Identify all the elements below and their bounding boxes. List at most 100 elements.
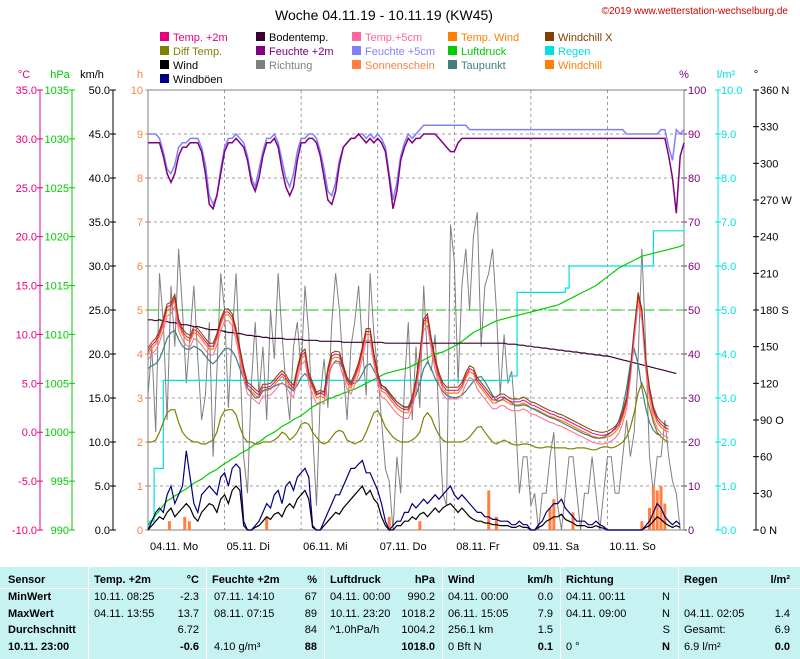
press-time: 10.11. 23:20 (330, 607, 391, 620)
tick-label-direction: 180 S (760, 305, 789, 317)
wind-time: 06.11. 15:05 (448, 607, 509, 620)
unit-label-wind: km/h (80, 69, 104, 81)
tick-label-pressure: 995 (51, 476, 69, 488)
header-press-unit: hPa (414, 574, 435, 586)
x-tick-label: 08.11. Fr (456, 541, 500, 553)
dir-time: 0 ° (566, 640, 580, 653)
tick-label-rain: 8.0 (721, 173, 736, 185)
tick-label-wind: 20.0 (89, 349, 110, 361)
tick-label-wind: 50.0 (89, 85, 110, 97)
header-dir: Richtung (566, 574, 614, 586)
dir-value: N (662, 607, 670, 620)
series-line-feuchte-2m (148, 132, 685, 214)
series-line-feuchte-5cm (148, 124, 685, 207)
sunshine-bar (418, 521, 422, 530)
press-value: 1018.2 (401, 607, 435, 620)
x-tick-label: 07.11. Do (380, 541, 427, 553)
rain-value: 6.9 (774, 624, 790, 636)
tick-label-pressure: 1000 (45, 427, 69, 439)
wind-time: 0 Bft N (448, 640, 482, 653)
tick-label-direction: 330 (760, 122, 778, 134)
legend-label: Temp. Wind (461, 32, 519, 44)
column-divider (678, 567, 679, 659)
tick-label-pressure: 1015 (45, 281, 69, 293)
tick-label-wind: 15.0 (89, 393, 110, 405)
tick-label-temp: 0.0 (22, 427, 37, 439)
dir-time: 04.11. 00:11 (566, 591, 626, 603)
press-time: 04.11. 00:00 (330, 591, 391, 603)
legend-swatch (160, 46, 169, 55)
unit-label-temp: °C (18, 69, 30, 81)
tick-label-sun: 2 (137, 437, 143, 449)
legend-label: Feuchte +5cm (365, 46, 435, 58)
tick-label-direction: 30 (760, 488, 772, 500)
wind-value: 7.9 (537, 607, 553, 620)
tick-label-direction: 270 W (760, 195, 792, 207)
legend-label: Temp.+5cm (365, 32, 422, 44)
legend-swatch (448, 32, 457, 41)
sunshine-bar (640, 521, 644, 530)
hum-value: 67 (304, 591, 317, 603)
tick-label-direction: 120 (760, 378, 778, 390)
row-label: Durchschnitt (8, 624, 76, 636)
tick-label-wind: 35.0 (89, 217, 110, 229)
column-divider (324, 567, 325, 659)
tick-label-sun: 9 (137, 129, 143, 141)
tick-label-humidity: 30 (688, 393, 700, 405)
tick-label-humidity: 100 (688, 85, 706, 97)
row-label: MaxWert (8, 607, 54, 620)
unit-label-rain: l/m² (717, 69, 736, 81)
tick-label-humidity: 0 (688, 525, 694, 537)
tick-label-pressure: 990 (51, 525, 69, 537)
tick-label-direction: 150 (760, 342, 778, 354)
header-hum-unit: % (307, 574, 317, 586)
sunshine-bar (648, 508, 652, 530)
hum-time: 08.11. 07:15 (214, 607, 275, 620)
press-value: 990.2 (407, 591, 435, 603)
tick-label-sun: 7 (137, 217, 143, 229)
hum-value: 88 (304, 640, 317, 653)
sunshine-bar (571, 512, 575, 530)
x-tick-label: 04.11. Mo (150, 541, 198, 553)
sunshine-bar (265, 516, 269, 530)
wind-value: 0.0 (537, 591, 553, 603)
header-divider (0, 588, 800, 589)
tick-label-rain: 5.0 (721, 305, 736, 317)
tick-label-direction: 0 N (760, 525, 777, 537)
sunshine-bar (655, 490, 659, 530)
tick-label-rain: 4.0 (721, 349, 736, 361)
hum-value: 89 (304, 607, 317, 620)
series-line-wind (147, 484, 681, 531)
dir-value: N (662, 591, 670, 603)
sunshine-bar (487, 490, 491, 530)
legend-swatch (160, 74, 169, 83)
hum-value: 84 (304, 624, 317, 636)
tick-label-wind: 45.0 (89, 129, 110, 141)
tick-label-sun: 4 (137, 349, 143, 361)
dir-value: N (662, 640, 670, 653)
hum-time: 4.10 g/m³ (214, 640, 261, 653)
column-divider (442, 567, 443, 659)
legend-swatch (352, 32, 361, 41)
legend-label: Windchill (558, 60, 602, 72)
legend-label: Feuchte +2m (269, 46, 334, 58)
dir-value: S (662, 624, 670, 636)
legend-label: Diff Temp. (173, 46, 222, 58)
tick-label-pressure: 1035 (45, 85, 69, 97)
tick-label-wind: 10.0 (89, 437, 110, 449)
legend-swatch (256, 60, 265, 69)
temp-value: 13.7 (177, 607, 199, 620)
dir-time: 04.11. 09:00 (566, 607, 627, 620)
header-rain-unit: l/m² (770, 574, 790, 586)
tick-label-humidity: 80 (688, 173, 700, 185)
row-label: MinWert (8, 591, 52, 603)
tick-label-humidity: 40 (688, 349, 700, 361)
tick-label-direction: 300 (760, 158, 778, 170)
rain-value: 0.0 (774, 640, 790, 653)
tick-label-temp: -10.0 (12, 525, 37, 537)
sunshine-bar (651, 486, 655, 530)
tick-label-sun: 8 (137, 173, 143, 185)
legend-label: Taupunkt (461, 60, 506, 72)
series-line-temp-wind (147, 298, 669, 439)
press-value: 1018.0 (401, 640, 435, 653)
